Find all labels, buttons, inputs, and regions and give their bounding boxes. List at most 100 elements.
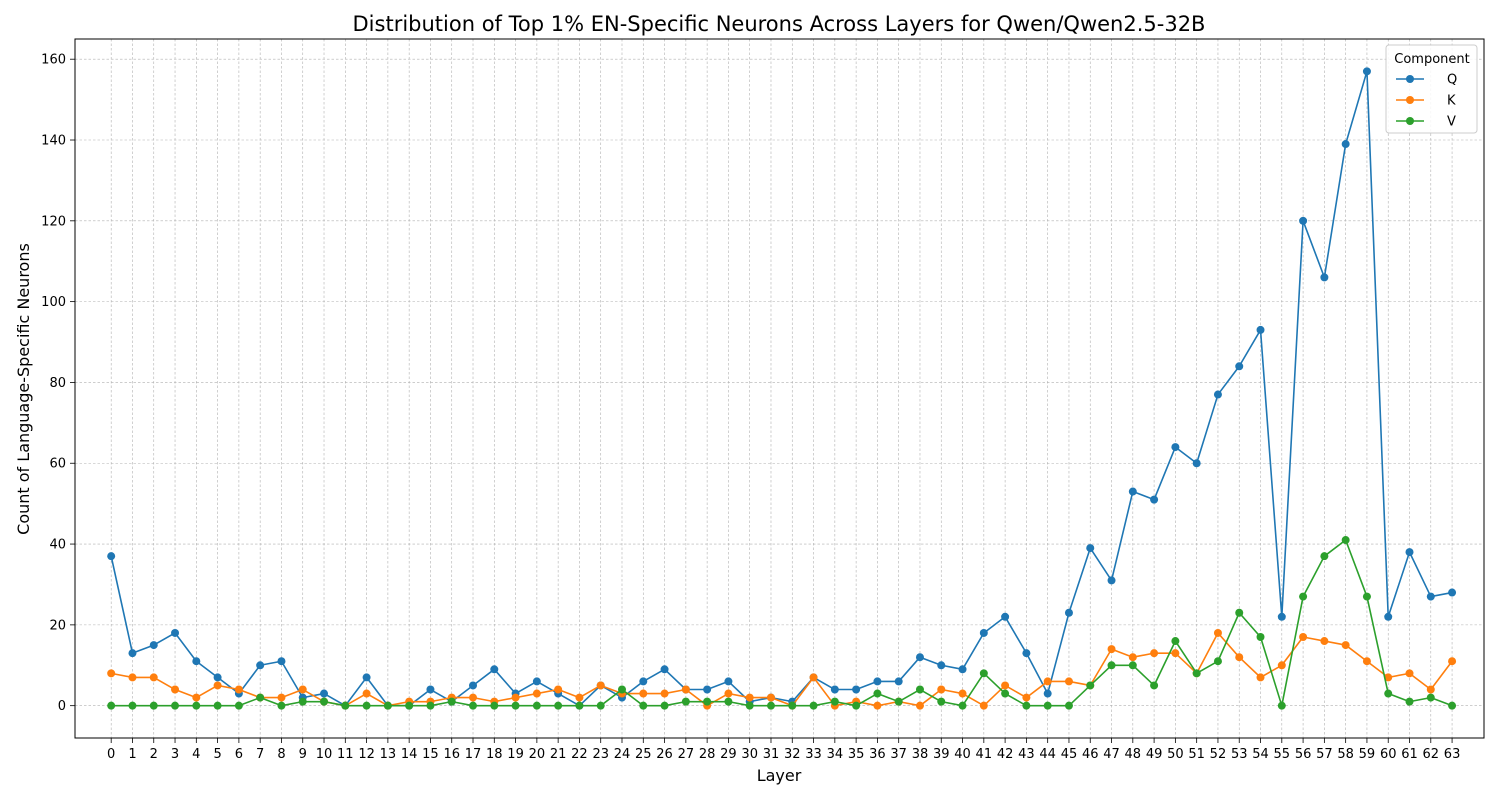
x-tick-label: 4 [192, 747, 200, 762]
data-point-k [937, 685, 946, 694]
data-point-v [171, 701, 180, 710]
x-tick-label: 25 [635, 747, 652, 762]
data-point-q [1064, 608, 1073, 617]
data-point-v [575, 701, 584, 710]
data-point-k [554, 685, 563, 694]
data-point-k [1405, 669, 1414, 678]
data-point-v [362, 701, 371, 710]
data-point-v [1192, 669, 1201, 678]
data-point-v [213, 701, 222, 710]
x-tick-label: 61 [1401, 747, 1418, 762]
data-point-q [1213, 390, 1222, 399]
data-point-v [341, 701, 350, 710]
data-point-v [426, 701, 435, 710]
data-point-k [1448, 657, 1457, 666]
data-point-v [511, 701, 520, 710]
data-point-v [1256, 632, 1265, 641]
x-tick-label: 34 [827, 747, 844, 762]
data-point-q [894, 677, 903, 686]
data-point-q [937, 661, 946, 670]
data-point-v [724, 697, 733, 706]
data-point-q [1384, 612, 1393, 621]
x-tick-label: 35 [848, 747, 865, 762]
data-point-v [1022, 701, 1031, 710]
data-point-k [234, 685, 243, 694]
data-point-v [1426, 693, 1435, 702]
series-line-k [111, 632, 1453, 707]
data-point-q [277, 657, 286, 666]
data-point-v [1001, 689, 1010, 698]
x-tick-label: 41 [976, 747, 993, 762]
data-point-q [958, 665, 967, 674]
data-point-k [1107, 645, 1116, 654]
legend-marker-k [1406, 96, 1414, 104]
data-point-v [1341, 536, 1350, 545]
data-point-k [958, 689, 967, 698]
x-tick-label: 5 [213, 747, 221, 762]
data-point-v [1150, 681, 1159, 690]
data-point-k [511, 693, 520, 702]
x-tick-label: 38 [912, 747, 929, 762]
data-point-q [703, 685, 712, 694]
x-tick-label: 10 [316, 747, 333, 762]
data-point-v [447, 697, 456, 706]
data-point-v [1362, 592, 1371, 601]
data-point-k [171, 685, 180, 694]
x-tick-label: 26 [656, 747, 673, 762]
chart-title: Distribution of Top 1% EN-Specific Neuro… [353, 12, 1206, 36]
data-point-k [873, 701, 882, 710]
x-tick-label: 37 [890, 747, 907, 762]
x-tick-label: 49 [1146, 747, 1163, 762]
data-point-v [873, 689, 882, 698]
y-tick-label: 160 [41, 53, 66, 68]
data-point-k [639, 689, 648, 698]
data-point-q [1426, 592, 1435, 601]
x-tick-label: 15 [422, 747, 439, 762]
data-point-q [192, 657, 201, 666]
x-tick-label: 14 [401, 747, 418, 762]
data-point-k [575, 693, 584, 702]
x-tick-label: 17 [465, 747, 482, 762]
x-tick-label: 39 [933, 747, 950, 762]
x-tick-label: 63 [1444, 747, 1461, 762]
x-tick-label: 53 [1231, 747, 1248, 762]
data-point-k [681, 685, 690, 694]
data-point-k [1384, 673, 1393, 682]
series-k [107, 628, 1457, 710]
x-tick-label: 7 [256, 747, 264, 762]
x-tick-label: 19 [507, 747, 524, 762]
data-point-q [256, 661, 265, 670]
data-point-v [1299, 592, 1308, 601]
data-point-v [852, 701, 861, 710]
data-point-v [277, 701, 286, 710]
data-point-v [915, 685, 924, 694]
data-point-v [1213, 657, 1222, 666]
x-tick-label: 27 [678, 747, 695, 762]
data-point-v [681, 697, 690, 706]
series-group [107, 67, 1457, 710]
data-point-q [1277, 612, 1286, 621]
data-point-q [1256, 325, 1265, 334]
x-tick-label: 31 [763, 747, 780, 762]
data-point-v [107, 701, 116, 710]
data-point-v [788, 701, 797, 710]
data-point-q [1128, 487, 1137, 496]
data-point-q [1022, 649, 1031, 658]
x-axis-label: Layer [757, 766, 802, 785]
y-axis-label: Count of Language-Specific Neurons [14, 243, 33, 535]
data-point-k [213, 681, 222, 690]
data-point-q [490, 665, 499, 674]
x-tick-label: 29 [720, 747, 737, 762]
data-point-v [1235, 608, 1244, 617]
data-point-v [660, 701, 669, 710]
data-point-k [745, 693, 754, 702]
x-tick-label: 16 [443, 747, 460, 762]
x-tick-label: 21 [550, 747, 567, 762]
data-point-q [1171, 443, 1180, 452]
data-point-q [532, 677, 541, 686]
x-tick-label: 32 [784, 747, 801, 762]
x-tick-label: 54 [1252, 747, 1269, 762]
data-point-v [256, 693, 265, 702]
data-point-q [915, 653, 924, 662]
legend-marker-v [1406, 117, 1414, 125]
